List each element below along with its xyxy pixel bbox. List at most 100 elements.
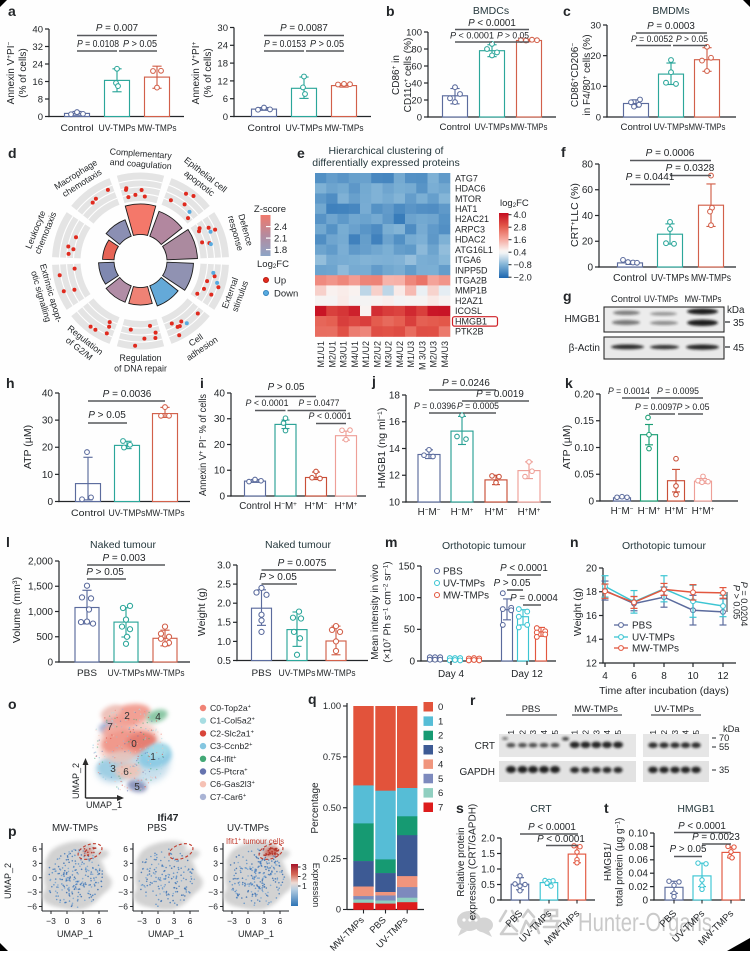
svg-text:45: 45	[733, 343, 745, 354]
svg-text:C4-Ifit+: C4-Ifit+	[210, 754, 237, 764]
svg-text:1: 1	[302, 881, 307, 891]
svg-text:P = 0.0396: P = 0.0396	[414, 401, 456, 412]
svg-text:1.5: 1.5	[217, 618, 231, 629]
svg-text:16: 16	[389, 417, 401, 428]
svg-text:HAT1: HAT1	[455, 204, 477, 214]
svg-text:P = 0.0075: P = 0.0075	[278, 558, 327, 569]
svg-text:g: g	[563, 288, 572, 304]
svg-text:20: 20	[411, 95, 422, 106]
svg-text:i: i	[200, 375, 204, 391]
svg-text:p: p	[8, 823, 17, 839]
svg-text:differentially expressed prote: differentially expressed proteins	[312, 157, 459, 169]
svg-text:P = 0.0005: P = 0.0005	[457, 401, 499, 412]
svg-text:of DNA repair: of DNA repair	[114, 364, 167, 374]
svg-text:UV-TMPs: UV-TMPs	[475, 122, 510, 133]
svg-text:P > 0.05: P > 0.05	[310, 39, 345, 50]
svg-text:10: 10	[389, 497, 401, 508]
svg-text:70: 70	[719, 733, 729, 743]
svg-text:40: 40	[214, 388, 226, 399]
svg-text:n: n	[570, 534, 579, 550]
svg-text:P = 0.0004: P = 0.0004	[510, 593, 558, 604]
svg-text:0: 0	[32, 873, 37, 883]
svg-text:j: j	[371, 373, 376, 389]
svg-text:Annexin V+PI−: Annexin V+PI−	[6, 41, 18, 104]
svg-text:UV-TMPs: UV-TMPs	[651, 273, 689, 284]
svg-text:12: 12	[586, 658, 598, 669]
svg-text:1,000: 1,000	[28, 607, 53, 618]
svg-text:3.0: 3.0	[217, 560, 231, 571]
svg-text:ARPC3: ARPC3	[455, 224, 485, 234]
svg-text:MW-TMPs: MW-TMPs	[689, 122, 726, 133]
svg-text:M2/U2: M2/U2	[372, 341, 382, 368]
svg-text:HMGB1: HMGB1	[677, 803, 715, 815]
svg-text:P = 0.0204: P = 0.0204	[739, 582, 749, 627]
svg-text:P = 0.0328: P = 0.0328	[666, 163, 715, 174]
svg-text:5: 5	[134, 782, 140, 793]
svg-text:0.50: 0.50	[323, 803, 341, 813]
svg-text:−6: −6	[118, 902, 128, 912]
svg-text:Control: Control	[239, 501, 271, 512]
svg-text:β-Actin: β-Actin	[569, 343, 600, 354]
svg-text:2,000: 2,000	[28, 556, 53, 567]
svg-text:UMAP_2: UMAP_2	[71, 763, 81, 799]
svg-text:30: 30	[590, 20, 601, 31]
svg-text:30: 30	[214, 414, 226, 425]
svg-text:8: 8	[38, 94, 43, 105]
svg-text:40: 40	[411, 78, 422, 89]
svg-text:H2AC21: H2AC21	[455, 214, 489, 224]
svg-text:100: 100	[398, 593, 415, 604]
svg-text:Orthotopic tumour: Orthotopic tumour	[622, 540, 707, 552]
svg-text:M1/U2: M1/U2	[361, 341, 371, 368]
svg-text:3: 3	[32, 858, 37, 868]
svg-text:MW-TMPs: MW-TMPs	[146, 668, 185, 679]
svg-text:1: 1	[150, 752, 156, 763]
svg-text:PBS: PBS	[522, 704, 541, 714]
svg-text:Day 4: Day 4	[438, 669, 465, 680]
svg-text:INPP5D: INPP5D	[455, 265, 488, 275]
svg-text:3: 3	[302, 862, 307, 872]
svg-text:MW-TMPs: MW-TMPs	[443, 590, 489, 601]
svg-text:MW-TMPs: MW-TMPs	[632, 644, 679, 655]
svg-text:Control: Control	[248, 123, 281, 134]
svg-text:PBS: PBS	[77, 668, 97, 679]
svg-text:0: 0	[65, 916, 70, 926]
svg-text:35: 35	[733, 318, 745, 329]
svg-text:d: d	[8, 145, 17, 161]
svg-text:P = 0.0097: P = 0.0097	[635, 402, 677, 413]
svg-text:kDa: kDa	[723, 724, 740, 734]
svg-text:HDAC2: HDAC2	[455, 235, 486, 245]
svg-text:M 3/U3: M 3/U3	[417, 341, 427, 370]
svg-text:40: 40	[32, 24, 43, 35]
svg-text:(×107 Ph s−1 cm−2 sr−1): (×107 Ph s−1 cm−2 sr−1)	[382, 561, 394, 662]
svg-text:3: 3	[110, 764, 116, 775]
svg-text:0: 0	[156, 916, 161, 926]
svg-text:P > 0.05: P > 0.05	[497, 30, 529, 41]
svg-text:P > 0.05: P > 0.05	[123, 39, 158, 50]
svg-text:Ifi47: Ifi47	[157, 812, 178, 824]
svg-text:80: 80	[411, 44, 422, 55]
svg-text:60: 60	[582, 185, 594, 196]
svg-text:1.00: 1.00	[323, 701, 341, 711]
svg-text:P = 0.0246: P = 0.0246	[442, 378, 490, 389]
svg-text:H+M−: H+M−	[485, 507, 508, 519]
svg-text:UV-TMPs: UV-TMPs	[654, 704, 694, 714]
svg-text:0: 0	[336, 905, 341, 915]
svg-text:MW-TMPs: MW-TMPs	[325, 123, 364, 134]
svg-text:H+M+: H+M+	[692, 506, 715, 518]
svg-text:M4/U2: M4/U2	[395, 341, 405, 368]
svg-text:−3: −3	[208, 887, 218, 897]
svg-text:6: 6	[223, 94, 228, 105]
svg-text:P > 0.05: P > 0.05	[86, 567, 124, 578]
svg-text:0: 0	[123, 873, 128, 883]
svg-text:ITGA2B: ITGA2B	[455, 276, 487, 286]
svg-text:ICOSL: ICOSL	[455, 306, 482, 316]
svg-text:HMGB1/: HMGB1/	[603, 843, 614, 882]
svg-text:2.0: 2.0	[481, 833, 495, 844]
svg-text:6: 6	[213, 844, 218, 854]
svg-text:M4/U3: M4/U3	[440, 341, 450, 368]
svg-text:6: 6	[32, 844, 37, 854]
svg-text:Hunter-Organs: Hunter-Organs	[578, 907, 712, 937]
svg-text:Mean intensity in vivo: Mean intensity in vivo	[370, 564, 381, 660]
svg-text:5: 5	[438, 774, 443, 785]
svg-text:Complementary: Complementary	[109, 146, 172, 160]
